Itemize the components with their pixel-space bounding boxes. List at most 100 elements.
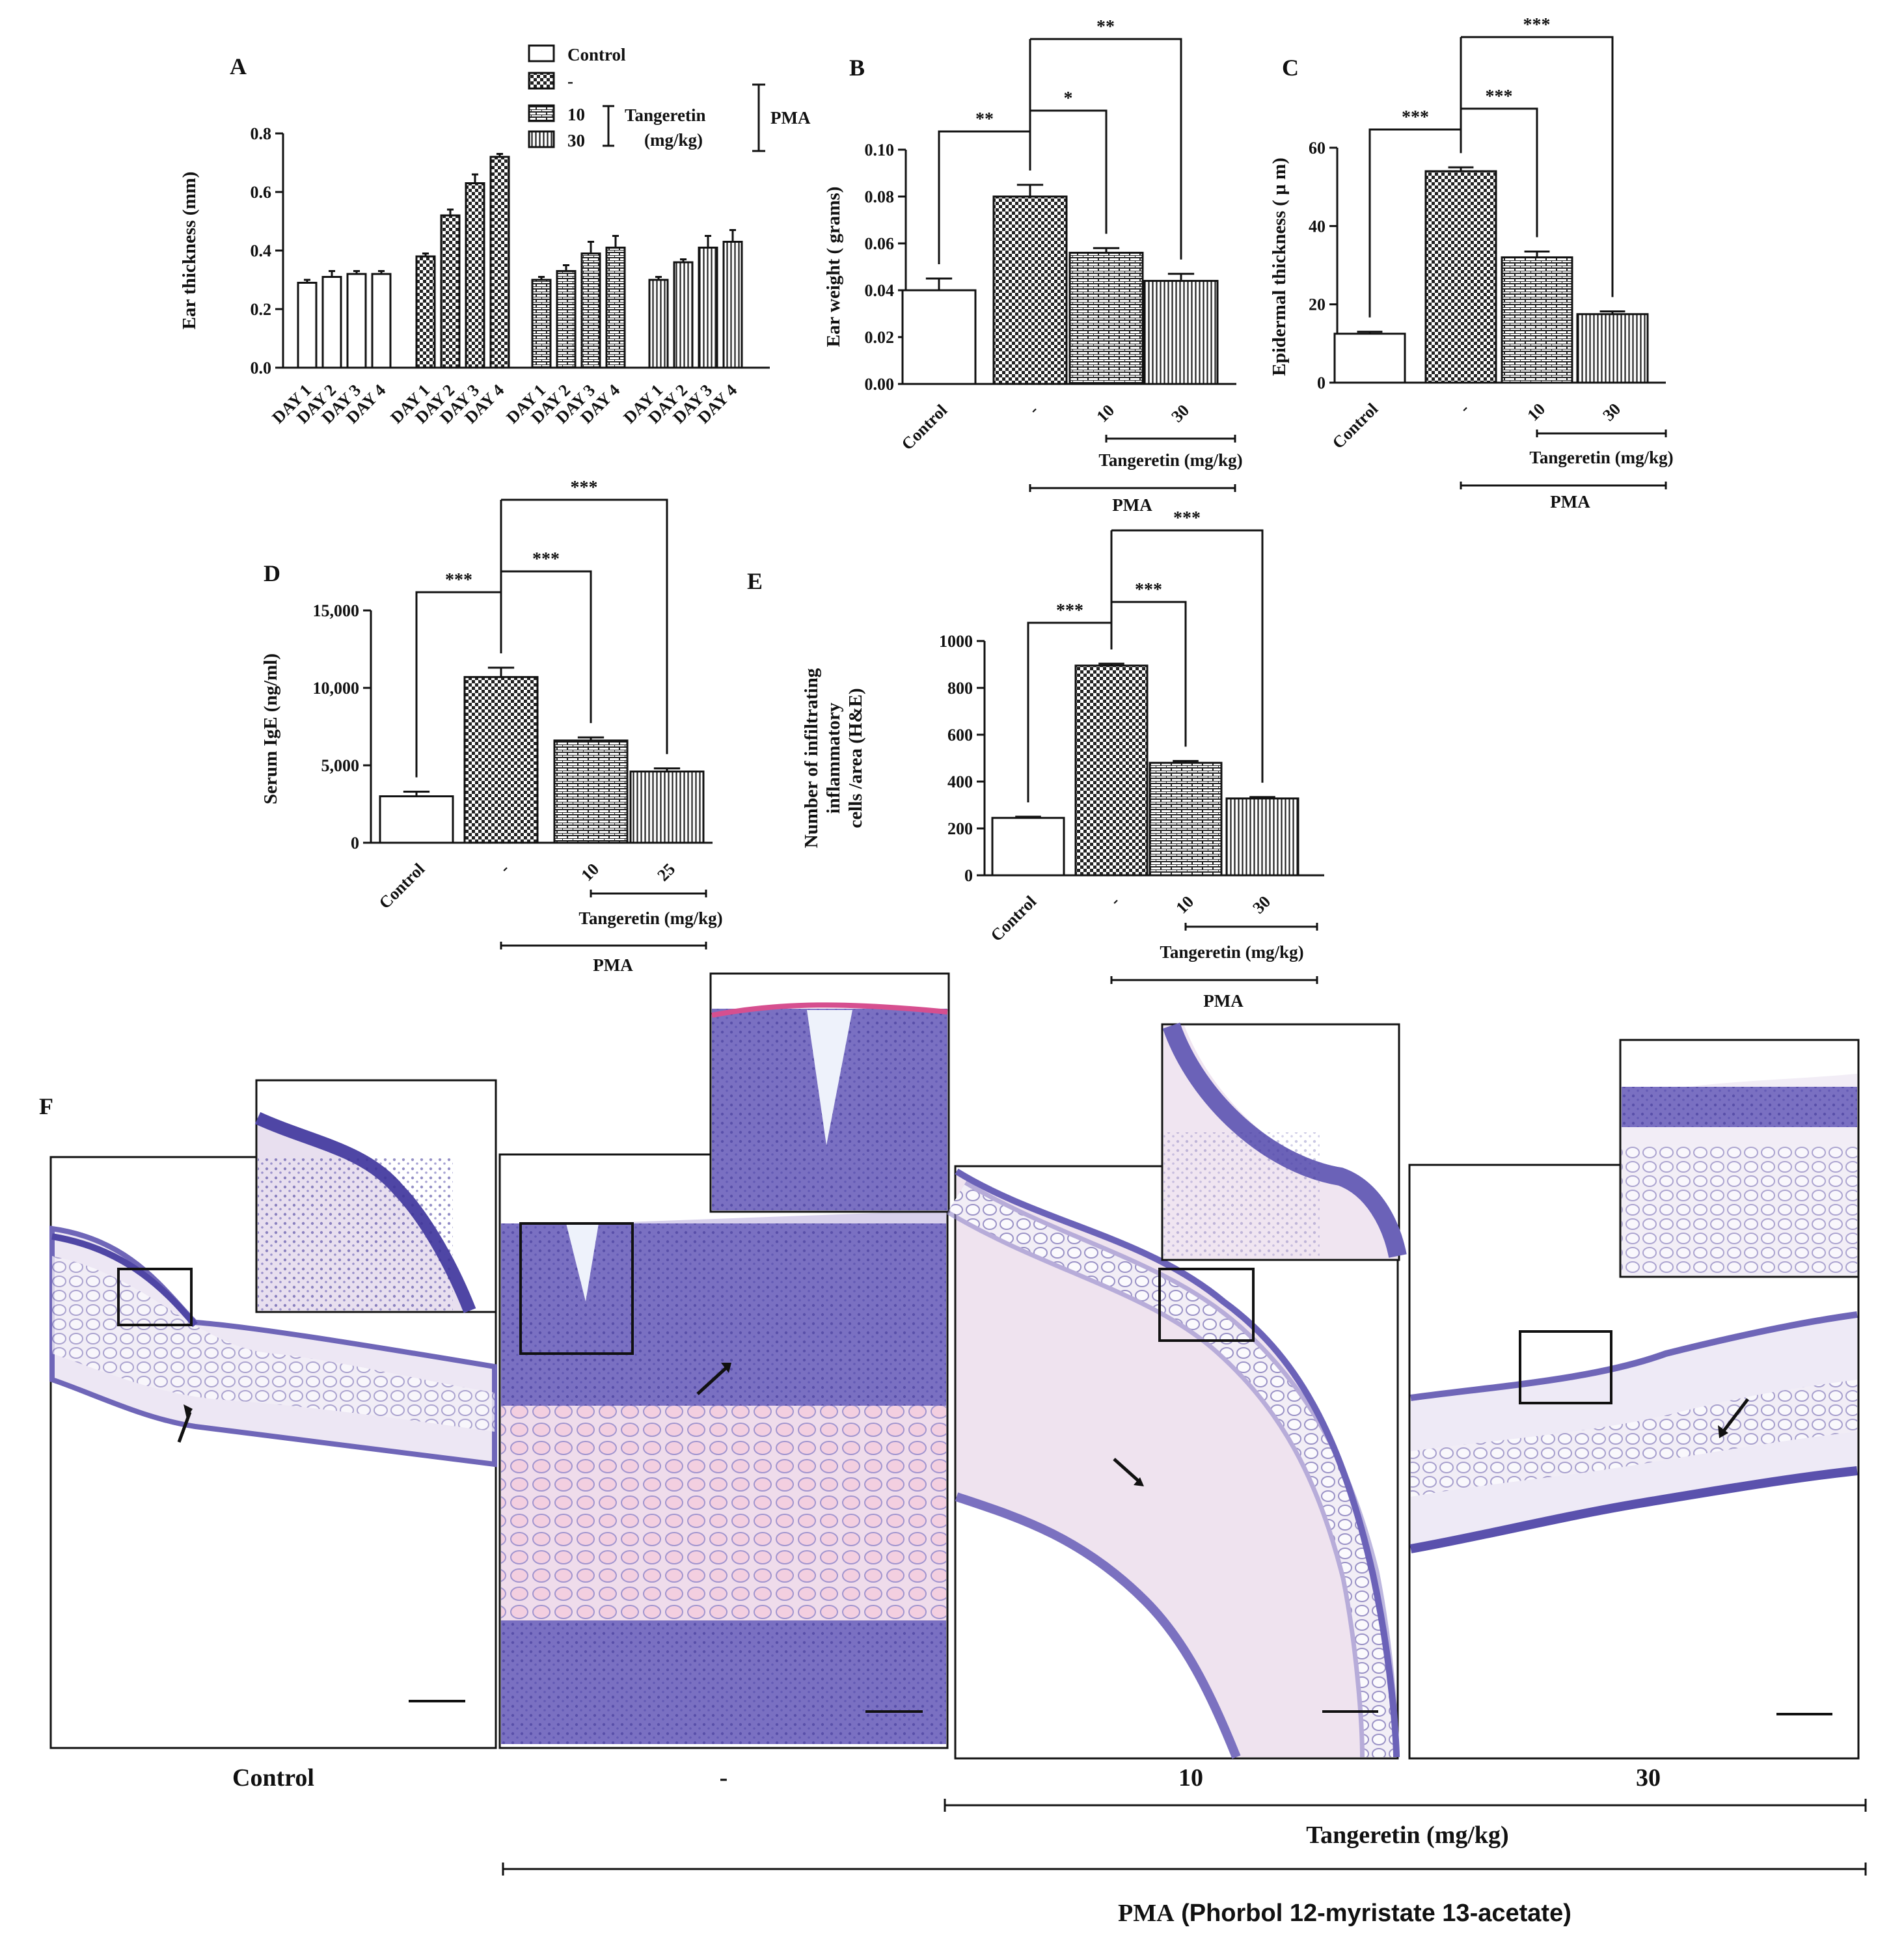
y-tick-label: 1000	[939, 632, 973, 651]
panel-label-b: B	[849, 55, 865, 81]
x-tick-label: 10	[1172, 892, 1197, 918]
bar	[1576, 313, 1649, 384]
x-tick-label: -	[1106, 892, 1124, 910]
chart-b: 0.00 0.02 0.04 0.06 0.08 0.10 Ear weight ( gra…	[823, 17, 1236, 454]
bar	[1333, 333, 1406, 384]
y-axis-label-line: Ear thickness (mm)	[179, 172, 200, 330]
bar	[1424, 170, 1497, 384]
y-tick-label: 0.6	[251, 183, 272, 202]
histology-label-control: Control	[232, 1764, 314, 1792]
y-tick-label: 0.04	[865, 281, 895, 300]
bar	[991, 817, 1065, 877]
significance-label: ***	[1523, 15, 1551, 35]
bar	[722, 241, 743, 369]
y-axis-label-line: Ear weight ( grams)	[823, 187, 844, 348]
y-tick-label: 0.8	[251, 124, 272, 143]
bar	[371, 273, 392, 369]
histology-label-pma: -	[720, 1764, 728, 1792]
y-axis-label-line: Number of infiltrating	[801, 668, 822, 848]
x-tick-label: 30	[1167, 401, 1193, 426]
y-tick-label: 40	[1309, 217, 1326, 236]
significance-label: ***	[1135, 580, 1162, 600]
tangeretin-label-e: Tangeretin (mg/kg)	[1160, 942, 1303, 962]
inset-pma	[709, 972, 950, 1213]
significance-label: **	[975, 109, 994, 130]
micrograph-pma	[498, 1153, 949, 1749]
tangeretin-label-b: Tangeretin (mg/kg)	[1098, 450, 1242, 470]
y-axis-label: Epidermal thickness ( μ m)	[1269, 157, 1290, 375]
significance-label: ***	[571, 478, 598, 498]
x-tick-label: Control	[987, 892, 1040, 945]
pma-abbrev: PMA	[1118, 1900, 1175, 1927]
y-tick-label: 0.02	[865, 328, 895, 347]
chart-d: 0 5,000 10,000 15,000 Serum IgE (ng/ml) Contr…	[260, 478, 713, 912]
inset-30	[1619, 1039, 1860, 1278]
y-axis-label-line: cells /area (H&E)	[845, 688, 866, 828]
legend: Control - 10 30 Tangeretin (mg/kg) PMA	[528, 44, 811, 152]
x-tick-label: 10	[1093, 401, 1118, 426]
pma-label-c: PMA	[1550, 492, 1590, 512]
significance-label: ***	[1402, 107, 1429, 128]
legend-label-pma: -	[567, 72, 573, 91]
y-axis-label-line: inflammatory	[823, 702, 844, 813]
bar	[901, 289, 977, 385]
significance-label: **	[1096, 17, 1115, 37]
inset-control	[254, 1079, 497, 1313]
significance-label: ***	[532, 549, 560, 569]
x-tick-label: 10	[577, 860, 603, 885]
significance-bracket	[501, 498, 668, 754]
y-tick-label: 0.4	[251, 241, 272, 260]
chart-c: 0 20 40 60 Epidermal thickness ( μ m) Control…	[1269, 15, 1666, 452]
x-tick-label: Control	[898, 401, 951, 454]
inset-10	[1161, 1022, 1407, 1261]
panel-label-a: A	[230, 53, 247, 79]
legend-swatch-control	[528, 44, 555, 62]
y-axis-label: Number of infiltratinginflammatorycells …	[801, 668, 866, 848]
legend-pma-label: PMA	[770, 108, 811, 128]
y-tick-label: 0	[964, 866, 973, 885]
bar	[1143, 280, 1219, 385]
x-tick-label: 30	[1599, 400, 1624, 425]
chart-e: 0 200 400 600 800 1000 Number of infiltratingi…	[801, 508, 1324, 945]
y-tick-label: 800	[947, 679, 973, 698]
group-brackets-d: Tangeretin (mg/kg) PMA	[500, 890, 723, 975]
bar	[605, 247, 626, 369]
y-tick-label: 0.10	[865, 141, 895, 159]
x-tick-label: 30	[1249, 892, 1274, 918]
bar	[992, 195, 1068, 385]
bar	[673, 261, 694, 369]
y-axis-label: Ear weight ( grams)	[823, 187, 844, 348]
legend-tangeretin-unit: (mg/kg)	[644, 130, 703, 150]
bar	[1149, 761, 1223, 877]
legend-swatch-pma	[528, 72, 555, 90]
bar	[1068, 251, 1144, 385]
tangeretin-label-c: Tangeretin (mg/kg)	[1529, 448, 1673, 467]
bar	[297, 282, 318, 369]
legend-label-30: 30	[567, 131, 585, 150]
bar	[346, 273, 367, 369]
x-tick-label: 10	[1523, 400, 1549, 425]
bar	[321, 276, 342, 369]
histology-label-30: 30	[1636, 1764, 1661, 1792]
bar	[648, 279, 669, 369]
panel-label-c: C	[1282, 55, 1299, 81]
bar	[463, 676, 539, 844]
y-tick-label: 10,000	[313, 679, 360, 698]
micrograph-10	[946, 1165, 1400, 1760]
legend-tangeretin-label: Tangeretin	[625, 105, 706, 125]
x-tick-label: 25	[653, 860, 679, 885]
group-brackets-e: Tangeretin (mg/kg) PMA	[1110, 923, 1318, 1011]
y-tick-label: 0.06	[865, 234, 895, 253]
y-axis-label-line: Epidermal thickness ( μ m)	[1269, 157, 1290, 375]
bar	[580, 252, 601, 369]
panel-label-d: D	[264, 560, 280, 586]
bar	[531, 279, 552, 369]
group-brackets-b: Tangeretin (mg/kg) PMA	[1029, 435, 1243, 515]
x-tick-label: Control	[1329, 400, 1381, 452]
bar	[1074, 664, 1149, 877]
legend-swatch-30	[528, 130, 555, 148]
y-tick-label: 15,000	[313, 601, 360, 620]
histology-pma-label: PMA (Phorbol 12-myristate 13-acetate)	[1118, 1900, 1571, 1927]
